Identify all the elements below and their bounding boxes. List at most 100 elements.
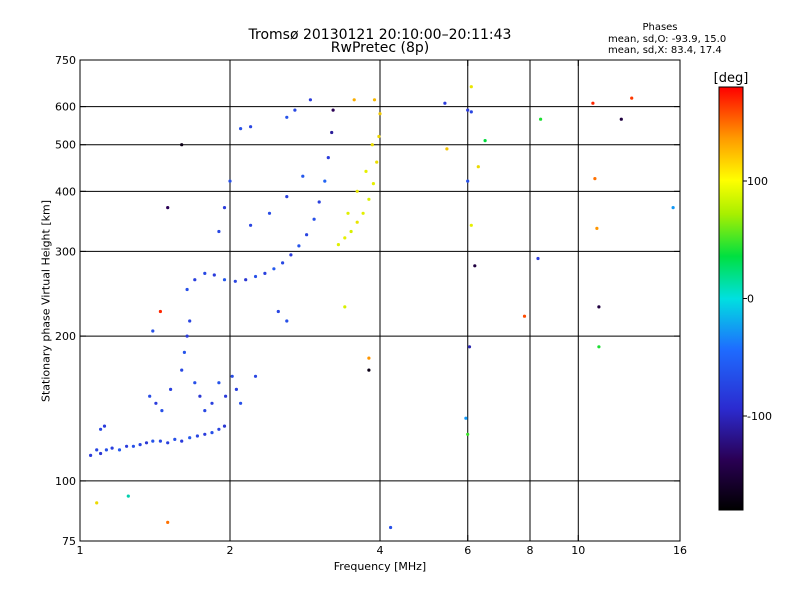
data-point	[203, 432, 207, 436]
data-point	[591, 101, 595, 105]
data-point	[371, 182, 375, 186]
data-point	[253, 374, 258, 378]
data-point	[217, 229, 221, 234]
data-point	[217, 381, 221, 385]
phase-stats-x: mean, sd,X: 83.4, 17.4	[608, 45, 722, 56]
y-tick-label: 300	[55, 245, 76, 258]
data-point	[467, 345, 472, 349]
data-point	[372, 98, 377, 102]
data-point	[443, 101, 447, 105]
data-point	[352, 98, 356, 102]
data-point	[375, 160, 379, 164]
data-point	[361, 211, 365, 215]
colorbar-tick-label: 100	[747, 175, 768, 188]
data-point	[466, 432, 470, 436]
data-point	[144, 441, 149, 445]
colorbar-tick-label: 0	[747, 293, 754, 306]
data-point	[95, 448, 99, 452]
data-point	[378, 112, 382, 116]
data-point	[469, 110, 473, 114]
data-point	[138, 443, 142, 447]
data-point	[343, 305, 347, 309]
data-point	[317, 200, 321, 204]
data-point	[125, 444, 129, 448]
colorbar-label: [deg]	[714, 71, 749, 86]
data-point	[222, 206, 227, 210]
data-point	[151, 439, 155, 443]
data-point	[364, 169, 368, 173]
y-tick-label: 500	[55, 139, 76, 152]
data-point	[99, 451, 103, 456]
data-point	[630, 96, 634, 100]
data-point	[597, 305, 601, 309]
data-point	[272, 267, 276, 271]
data-point	[464, 416, 468, 420]
data-point	[473, 264, 477, 268]
data-point	[217, 427, 221, 431]
data-point	[297, 244, 301, 248]
data-point	[539, 117, 543, 121]
data-point	[210, 401, 214, 405]
data-point	[331, 108, 335, 112]
data-point	[233, 279, 237, 283]
data-point	[210, 431, 214, 435]
x-tick-label: 2	[227, 544, 234, 557]
data-point	[263, 271, 267, 275]
data-point	[188, 319, 192, 323]
data-point	[326, 156, 330, 160]
data-point	[312, 217, 316, 221]
data-point	[173, 437, 177, 441]
data-point	[131, 444, 135, 448]
data-point	[343, 236, 347, 240]
data-point	[95, 501, 99, 505]
data-point	[276, 309, 280, 314]
data-point	[370, 143, 374, 147]
data-point	[355, 189, 359, 193]
y-tick-label: 750	[55, 54, 76, 67]
data-point	[389, 525, 393, 530]
data-point	[597, 345, 601, 349]
data-point	[367, 197, 371, 201]
data-point	[346, 211, 350, 215]
data-point	[193, 381, 197, 385]
y-tick-label: 600	[55, 101, 76, 114]
data-point	[336, 243, 340, 247]
data-point	[188, 436, 192, 440]
data-point	[522, 314, 527, 318]
data-point	[166, 206, 170, 210]
data-point	[212, 273, 216, 277]
data-point	[166, 520, 170, 525]
x-tick-label: 16	[673, 544, 687, 557]
data-point	[536, 256, 540, 261]
data-point	[234, 387, 238, 391]
data-point	[483, 139, 487, 143]
phases-heading: Phases	[642, 22, 678, 33]
data-point	[249, 125, 253, 129]
data-point	[166, 441, 170, 445]
y-tick-label: 100	[55, 475, 76, 488]
data-point	[285, 195, 289, 199]
data-point	[595, 226, 599, 230]
data-point	[239, 401, 243, 405]
data-point	[180, 143, 184, 147]
data-point	[158, 309, 162, 314]
data-point	[228, 179, 232, 183]
data-point	[151, 329, 155, 333]
x-axis-label: Frequency [MHz]	[333, 560, 427, 573]
data-point	[671, 206, 675, 210]
data-point	[180, 368, 184, 372]
data-point	[126, 494, 130, 498]
data-point	[244, 278, 248, 282]
data-point	[160, 409, 164, 413]
data-point	[323, 179, 327, 183]
colorbar	[718, 86, 744, 511]
y-tick-label: 200	[55, 330, 76, 343]
data-point	[185, 334, 189, 338]
data-point	[169, 387, 173, 391]
data-point	[469, 85, 473, 89]
x-tick-label: 1	[77, 544, 84, 557]
data-point	[110, 446, 114, 450]
data-point	[281, 261, 285, 265]
